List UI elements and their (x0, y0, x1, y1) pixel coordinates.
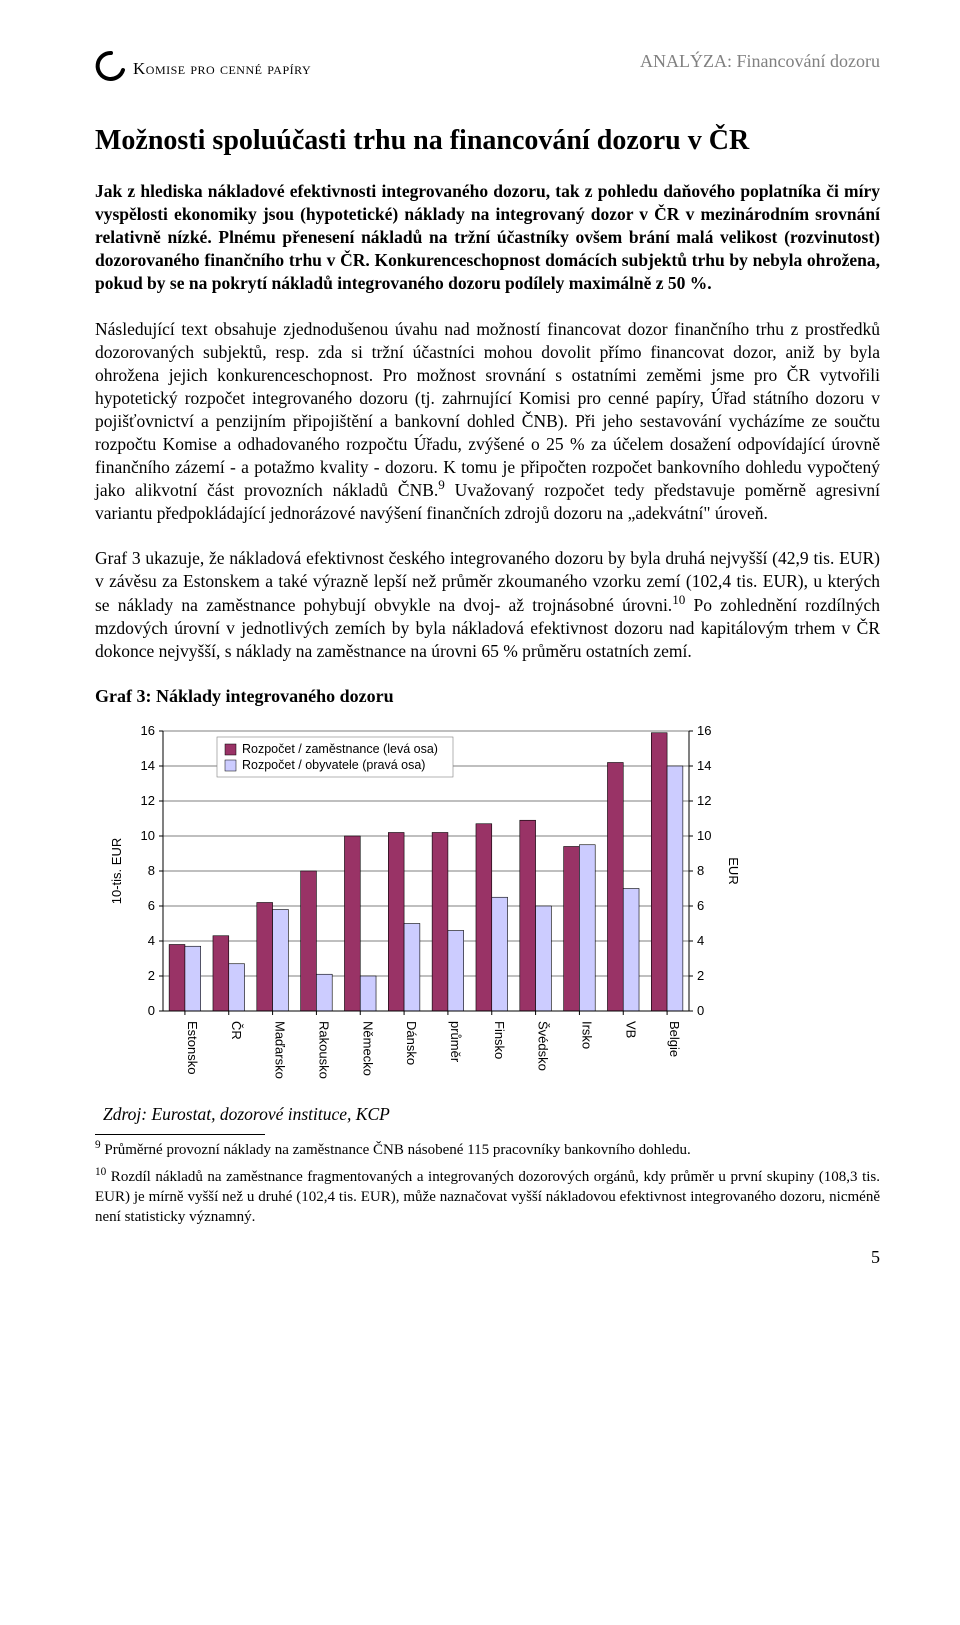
svg-text:Irsko: Irsko (579, 1021, 594, 1049)
chart-title: Graf 3: Náklady integrovaného dozoru (95, 685, 880, 709)
svg-text:14: 14 (697, 758, 711, 773)
svg-text:Rozpočet / obyvatele (pravá os: Rozpočet / obyvatele (pravá osa) (242, 758, 425, 772)
footnote-10-number: 10 (95, 1166, 106, 1178)
page-header: Komise pro cenné papíry ANALÝZA: Financo… (95, 50, 880, 88)
svg-text:4: 4 (148, 933, 155, 948)
org-logo-block: Komise pro cenné papíry (95, 50, 311, 88)
page-title: Možnosti spoluúčasti trhu na financování… (95, 123, 880, 160)
svg-text:Německo: Německo (360, 1021, 375, 1076)
logo-icon (95, 50, 127, 88)
svg-text:Švédsko: Švédsko (536, 1021, 551, 1071)
svg-text:Rozpočet / zaměstnance (levá o: Rozpočet / zaměstnance (levá osa) (242, 742, 438, 756)
svg-text:6: 6 (697, 898, 704, 913)
footnote-rule (95, 1134, 265, 1135)
svg-text:0: 0 (697, 1003, 704, 1018)
svg-text:Dánsko: Dánsko (404, 1021, 419, 1065)
svg-text:Maďarsko: Maďarsko (273, 1021, 288, 1079)
svg-text:2: 2 (148, 968, 155, 983)
svg-text:10-tis. EUR: 10-tis. EUR (109, 837, 124, 903)
svg-text:10: 10 (141, 828, 155, 843)
svg-text:12: 12 (697, 793, 711, 808)
body-paragraph-1: Následující text obsahuje zjednodušenou … (95, 318, 880, 526)
svg-text:2: 2 (697, 968, 704, 983)
svg-text:4: 4 (697, 933, 704, 948)
svg-text:6: 6 (148, 898, 155, 913)
svg-text:VB: VB (623, 1021, 638, 1038)
svg-text:10: 10 (697, 828, 711, 843)
svg-text:14: 14 (141, 758, 155, 773)
footnote-ref-10: 10 (672, 592, 685, 607)
chart-container: 0 0 2 2 4 4 6 6 8 8 10 10 12 12 14 14 16 16 Estonsko ČR Maďa… (103, 719, 743, 1126)
svg-text:Rakousko: Rakousko (316, 1021, 331, 1079)
svg-text:Estonsko: Estonsko (185, 1021, 200, 1074)
footnote-9-text: Průměrné provozní náklady na zaměstnance… (101, 1142, 691, 1158)
svg-text:0: 0 (148, 1003, 155, 1018)
svg-text:16: 16 (697, 723, 711, 738)
body-paragraph-2: Graf 3 ukazuje, že nákladová efektivnost… (95, 547, 880, 662)
para1-text-a: Následující text obsahuje zjednodušenou … (95, 319, 880, 501)
svg-text:průměr: průměr (448, 1021, 463, 1063)
svg-text:EUR: EUR (726, 857, 741, 884)
abstract-paragraph: Jak z hlediska nákladové efektivnosti in… (95, 180, 880, 295)
footnote-10: 10 Rozdíl nákladů na zaměstnance fragmen… (95, 1168, 880, 1227)
svg-text:8: 8 (148, 863, 155, 878)
footnote-10-text: Rozdíl nákladů na zaměstnance fragmentov… (95, 1169, 880, 1225)
footnote-9: 9 Průměrné provozní náklady na zaměstnan… (95, 1141, 880, 1161)
org-name: Komise pro cenné papíry (133, 58, 311, 80)
page-number: 5 (95, 1246, 880, 1270)
svg-text:Finsko: Finsko (492, 1021, 507, 1059)
svg-text:8: 8 (697, 863, 704, 878)
svg-text:16: 16 (141, 723, 155, 738)
analysis-label: ANALÝZA: Financování dozoru (640, 50, 880, 74)
svg-text:ČR: ČR (229, 1021, 244, 1040)
svg-text:12: 12 (141, 793, 155, 808)
chart-source: Zdroj: Eurostat, dozorové instituce, KCP (103, 1103, 743, 1126)
svg-text:Belgie: Belgie (667, 1021, 682, 1057)
bar-chart: 0 0 2 2 4 4 6 6 8 8 10 10 12 12 14 14 16 16 Estonsko ČR Maďa… (103, 719, 743, 1099)
